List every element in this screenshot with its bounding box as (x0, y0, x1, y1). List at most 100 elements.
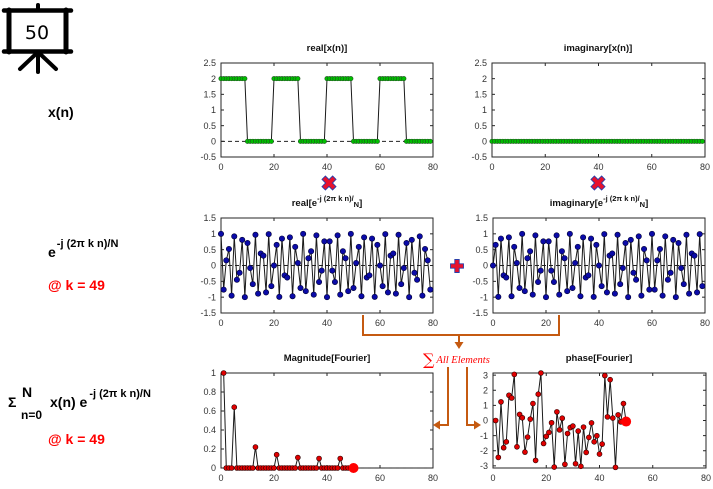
signal-label: x(n) (48, 104, 74, 120)
data-point (414, 276, 421, 283)
data-point (273, 451, 280, 458)
data-point (508, 293, 515, 300)
chart-real-xn: 0 20 40 60 80-0.500.511.522.5 (200, 58, 438, 172)
y-tick-label: 0 (211, 261, 216, 271)
data-point (548, 267, 555, 274)
data-point (670, 236, 677, 243)
data-point (638, 292, 645, 299)
y-tick-label: 1 (483, 401, 488, 411)
down-arrow-head (454, 342, 464, 349)
data-point (540, 238, 547, 245)
data-point (569, 284, 576, 291)
data-point (614, 231, 621, 238)
data-point (427, 138, 433, 144)
data-point (329, 267, 336, 274)
data-point (495, 293, 502, 300)
data-point (321, 238, 328, 245)
data-point (308, 248, 315, 255)
y-tick-label: 1 (211, 229, 216, 239)
x-tick-label: 0 (218, 473, 223, 483)
data-point (601, 231, 608, 238)
data-point (691, 252, 698, 259)
data-point (406, 294, 413, 301)
data-point (218, 230, 225, 237)
data-point (497, 235, 504, 242)
series-line (220, 233, 431, 298)
data-point (535, 391, 542, 397)
data-point (302, 288, 309, 295)
x-tick-label: 60 (648, 473, 658, 483)
x-tick-label: 80 (428, 473, 438, 483)
data-point (562, 461, 568, 468)
y-tick-label: -1 (480, 431, 488, 441)
data-point (392, 290, 399, 297)
multiply-icon (590, 175, 606, 191)
x-tick-label: 20 (541, 318, 551, 328)
data-point (627, 236, 634, 243)
data-point (630, 269, 637, 276)
data-point (570, 423, 576, 429)
y-tick-label: 0 (483, 416, 488, 426)
y-tick-label: 0.2 (203, 444, 216, 454)
data-point (619, 265, 626, 272)
data-point (342, 255, 349, 262)
sum-body: x(n) e -j (2π k n)/N (50, 388, 151, 410)
data-point (271, 465, 277, 471)
data-point (604, 414, 611, 420)
data-point (654, 257, 661, 264)
x-tick-label: 80 (700, 318, 710, 328)
data-point (556, 291, 563, 298)
data-point (361, 234, 368, 241)
data-point (564, 288, 571, 295)
chart-title-imag-kernel: imaginary[e-j (2π k n)/N] (550, 194, 649, 209)
data-point (233, 276, 240, 283)
data-point (492, 241, 499, 248)
chart-title-real-xn: real[x(n)] (307, 43, 348, 54)
title-tail: ] (359, 198, 362, 209)
y-tick-label: 0 (483, 261, 488, 271)
data-point (519, 414, 526, 421)
data-point (578, 463, 584, 470)
y-tick-label: 0.6 (203, 406, 216, 416)
data-point (337, 455, 344, 462)
data-point (588, 420, 595, 426)
data-point (683, 231, 690, 238)
plot-frame (220, 372, 434, 469)
data-point (286, 234, 293, 241)
data-point (646, 286, 653, 293)
data-point (337, 291, 344, 298)
data-point (231, 233, 238, 240)
y-tick-label: 1.5 (474, 90, 487, 100)
data-point (527, 416, 534, 422)
y-tick-label: 0.5 (474, 121, 487, 131)
y-tick-label: -1 (480, 292, 488, 302)
data-point (292, 243, 299, 250)
data-point (503, 274, 510, 281)
y-tick-label: 2 (482, 74, 487, 84)
data-point (585, 272, 592, 279)
y-tick-label: -1 (208, 292, 216, 302)
data-point (255, 290, 262, 297)
data-point (546, 429, 552, 436)
kernel-base: e (48, 244, 56, 260)
data-point (537, 267, 544, 274)
y-tick-label: 1.5 (475, 213, 488, 223)
y-tick-label: 2.5 (474, 58, 487, 68)
right-arrow-head (474, 420, 481, 430)
data-point (643, 257, 650, 264)
data-point (500, 444, 507, 451)
chart-imag-xn: 0 20 40 60 80-0.500.511.522.5 (471, 58, 710, 172)
y-tick-label: -0.5 (472, 277, 488, 287)
y-tick-label: 1 (211, 105, 216, 115)
chart-real-kernel: 0 20 40 60 80 -1.5 -1 -0.5 0 0.5 1 1.5 (200, 213, 438, 328)
y-tick-label: -0.5 (200, 152, 216, 162)
data-point (524, 255, 531, 262)
data-point (384, 289, 391, 296)
data-point (334, 232, 341, 239)
data-point (236, 269, 243, 276)
data-point (358, 293, 365, 300)
data-point (564, 430, 571, 437)
x-tick-label: 40 (322, 162, 332, 172)
y-tick-label: -0.5 (200, 277, 216, 287)
data-point (572, 259, 579, 266)
